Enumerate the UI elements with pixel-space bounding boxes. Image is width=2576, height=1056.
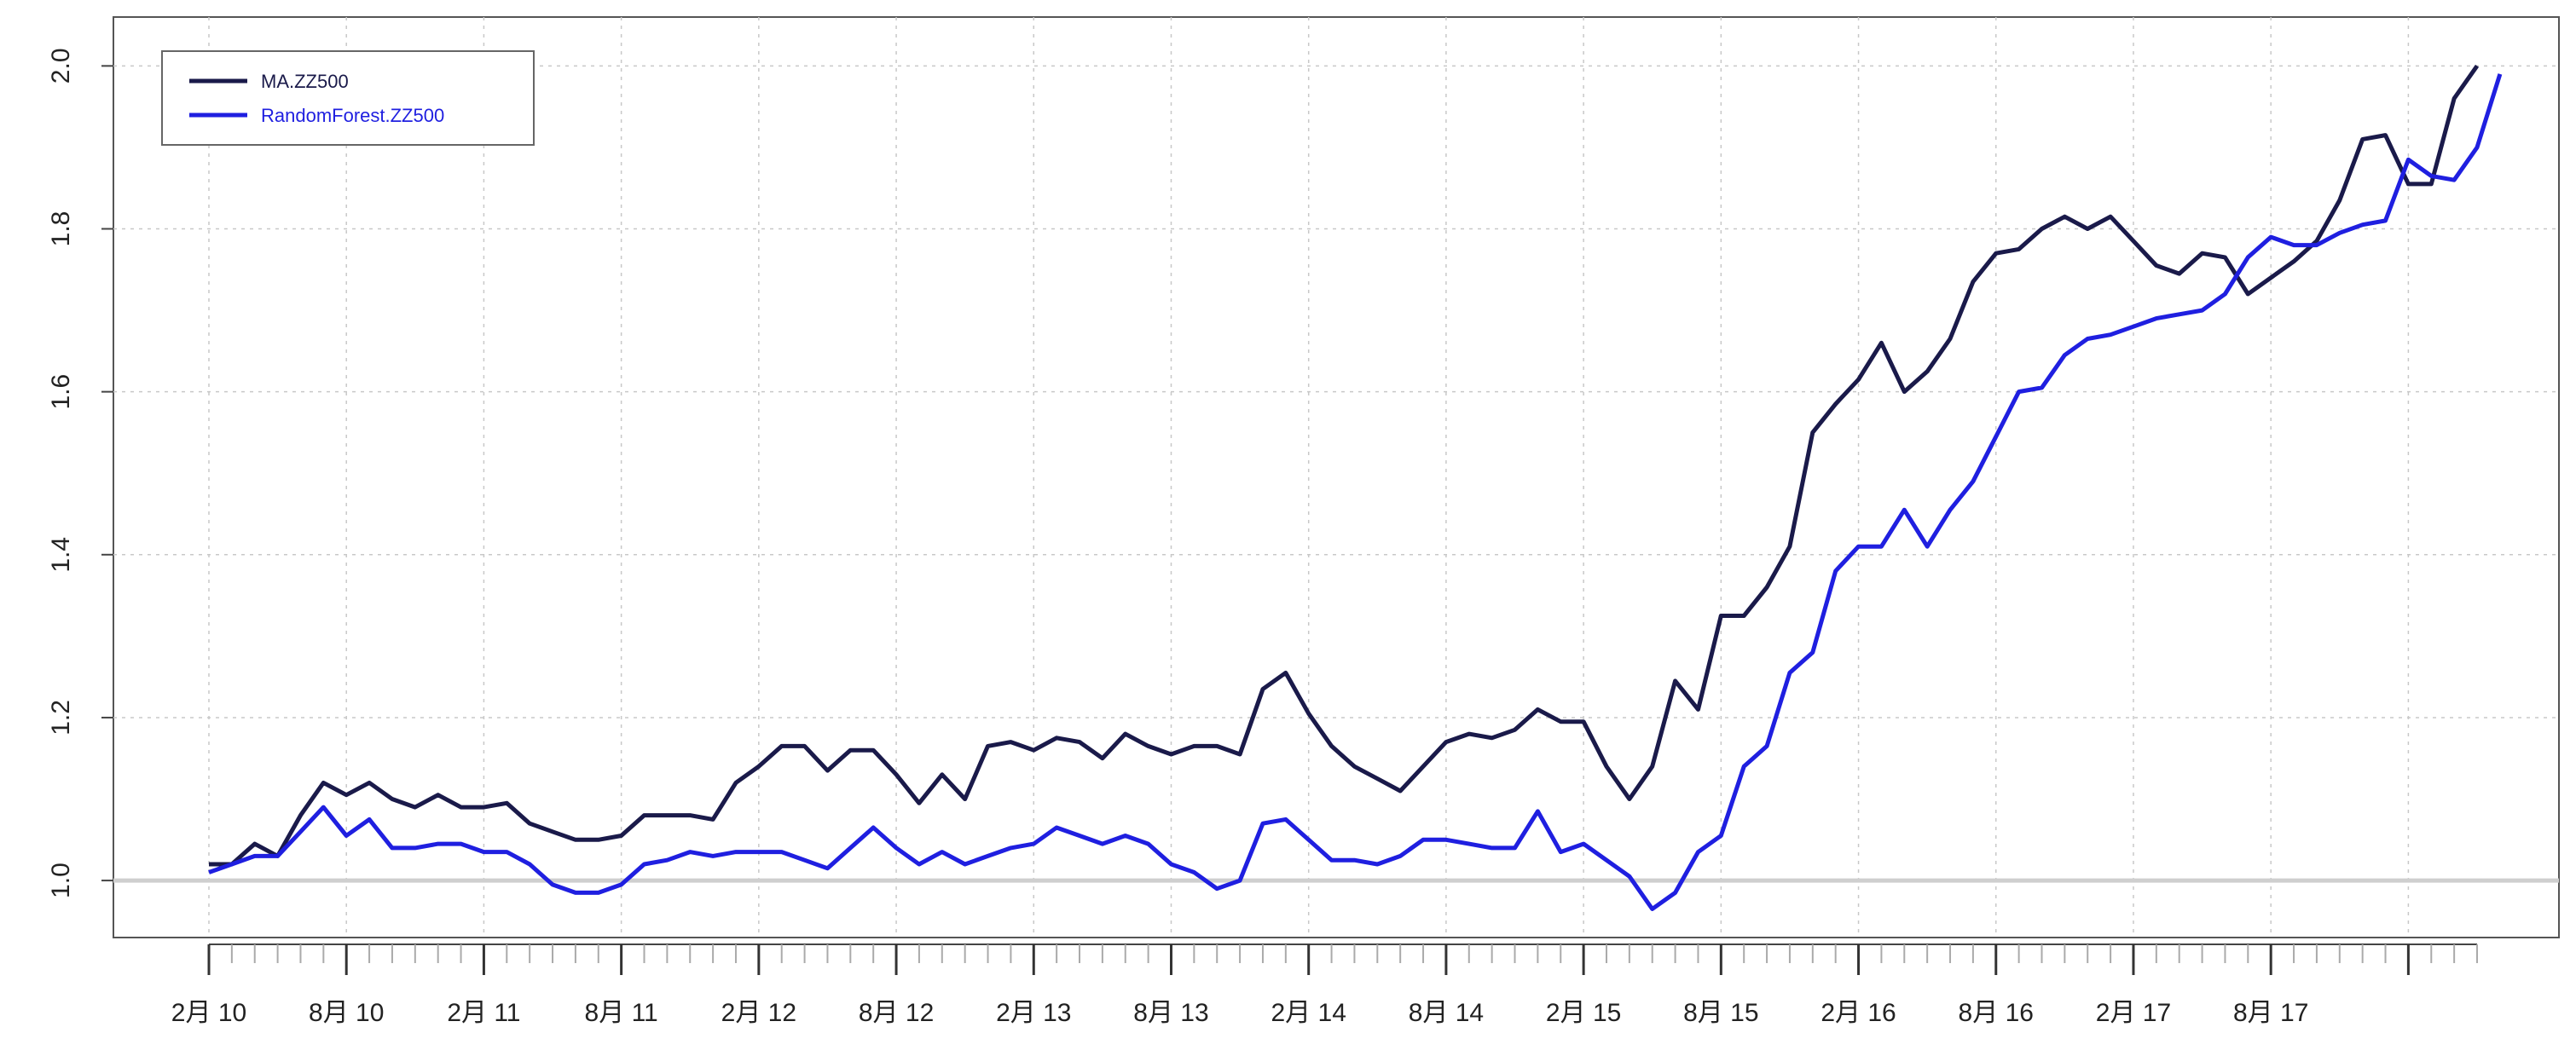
- x-tick-label: 2月 10: [171, 999, 246, 1027]
- x-axis: 2月 10 8月 10 2月 11 8月 11 2月 12 8月 12 2月 13 8月 13…: [171, 943, 2478, 1027]
- y-tick-label: 1.6: [47, 374, 75, 410]
- plot-frame: [113, 16, 2560, 938]
- legend-label-randomforest: RandomForest.ZZ500: [261, 105, 444, 126]
- x-tick-label: 8月 14: [1409, 999, 1484, 1027]
- legend-box: [161, 50, 535, 146]
- x-tick-label: 8月 15: [1683, 999, 1758, 1027]
- series-line-1: [208, 73, 2503, 911]
- series-line-0: [209, 64, 2480, 867]
- y-axis: 1.0 1.2 1.4 1.6 1.8 2.0: [47, 48, 113, 898]
- series: [208, 64, 2503, 911]
- x-tick-label: 8月 17: [2233, 999, 2308, 1027]
- x-tick-label: 2月 11: [447, 999, 520, 1027]
- y-tick-label: 1.4: [47, 537, 75, 573]
- x-tick-label: 8月 12: [859, 999, 934, 1027]
- x-tick-label: 2月 17: [2096, 999, 2171, 1027]
- x-tick-label: 8月 13: [1133, 999, 1208, 1027]
- x-tick-label: 8月 11: [585, 999, 658, 1027]
- grid: [113, 17, 2559, 938]
- x-tick-label: 2月 15: [1546, 999, 1621, 1027]
- x-tick-label: 8月 10: [309, 999, 384, 1027]
- legend: MA.ZZ500 RandomForest.ZZ500: [161, 50, 535, 146]
- x-tick-label: 2月 12: [721, 999, 796, 1027]
- y-tick-label: 1.0: [47, 863, 75, 898]
- y-tick-label: 1.8: [47, 211, 75, 247]
- y-tick-label: 2.0: [47, 48, 75, 84]
- x-tick-label: 2月 14: [1271, 999, 1346, 1027]
- legend-label-ma: MA.ZZ500: [261, 71, 349, 92]
- x-tick-label: 2月 13: [996, 999, 1071, 1027]
- x-tick-label: 2月 16: [1821, 999, 1896, 1027]
- y-tick-label: 1.2: [47, 700, 75, 736]
- x-tick-label: 8月 16: [1959, 999, 2034, 1027]
